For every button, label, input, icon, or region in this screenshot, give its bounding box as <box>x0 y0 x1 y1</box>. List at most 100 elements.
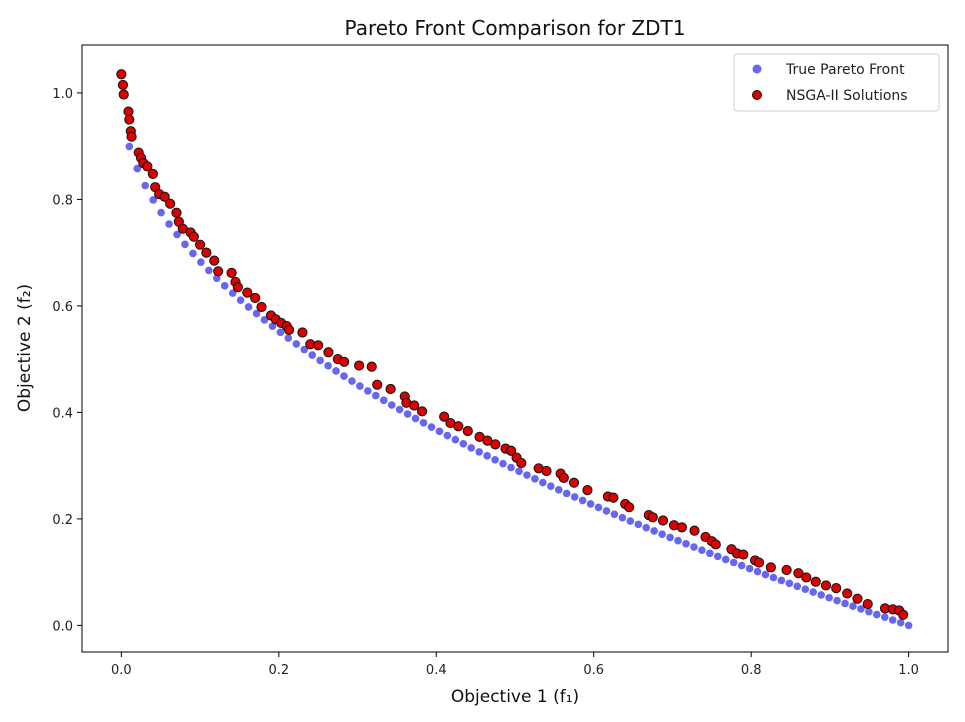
true-front-point <box>125 142 134 151</box>
nsga-solution-point <box>124 114 135 125</box>
true-front-point <box>260 316 269 324</box>
true-front-point <box>364 387 372 395</box>
true-front-point <box>833 596 841 605</box>
nsga-solution-point <box>409 400 420 411</box>
nsga-solution-point <box>624 502 635 513</box>
nsga-solution-point <box>781 564 792 576</box>
nsga-solution-point <box>165 198 176 209</box>
legend-marker-nsga <box>752 90 762 100</box>
true-front-point <box>714 552 722 561</box>
nsga-solution-point <box>689 525 700 536</box>
true-front-point <box>157 208 165 217</box>
true-front-point <box>475 448 483 456</box>
nsga-solution-point <box>710 539 721 550</box>
true-front-point <box>276 328 285 337</box>
true-front-point <box>356 382 364 390</box>
true-front-point <box>801 585 810 593</box>
y-tick-label: 0.2 <box>52 513 73 528</box>
nsga-solution-point <box>852 593 863 604</box>
x-tick-label: 0.8 <box>741 663 762 678</box>
true-front-point <box>395 405 404 414</box>
true-front-point <box>674 536 682 545</box>
true-front-point <box>324 361 332 370</box>
true-front-point <box>761 570 770 579</box>
nsga-solution-point <box>453 421 464 432</box>
true-front-point <box>769 573 778 582</box>
true-front-point <box>244 303 253 311</box>
true-front-point <box>650 527 658 535</box>
nsga-solution-point <box>126 131 137 142</box>
true-front-point <box>531 475 539 483</box>
nsga-solution-point <box>313 340 324 351</box>
true-front-point <box>387 401 396 409</box>
true-front-point <box>849 602 857 611</box>
true-front-point <box>554 486 563 494</box>
true-front-point <box>626 517 635 525</box>
nsga-solution-point <box>372 379 383 390</box>
true-front-point <box>578 496 587 505</box>
nsga-solution-point <box>608 492 619 503</box>
true-front-point <box>228 289 237 297</box>
nsga-solution-point <box>297 327 308 338</box>
true-front-point <box>817 591 825 599</box>
nsga-solution-point <box>118 89 129 100</box>
nsga-solution-point <box>738 549 749 560</box>
true-front-point <box>682 540 690 548</box>
nsga-solution-point <box>558 472 569 483</box>
nsga-solution-point <box>194 239 206 250</box>
true-front-point <box>236 296 245 304</box>
y-tick-label: 0.6 <box>52 300 73 315</box>
nsga-solution-point <box>201 247 212 258</box>
nsga-solution-point <box>366 361 377 372</box>
true-front-point <box>721 555 730 564</box>
true-front-point <box>904 621 913 630</box>
nsga-solution-point <box>582 485 593 496</box>
true-front-point <box>467 444 476 452</box>
nsga-solution-point <box>793 568 804 579</box>
nsga-solution-point <box>516 457 527 469</box>
true-front-point <box>332 367 340 375</box>
true-front-point <box>308 351 316 359</box>
nsga-solution-point <box>354 360 365 371</box>
true-front-point <box>181 240 189 249</box>
nsga-solution-point <box>842 588 853 599</box>
true-front-point <box>451 435 460 444</box>
true-front-point <box>491 455 499 464</box>
nsga-solution-point <box>490 439 501 450</box>
y-tick-label: 0.4 <box>52 406 73 421</box>
nsga-solution-point <box>159 191 170 202</box>
nsga-solution-point <box>657 515 669 526</box>
nsga-solution-point <box>898 609 909 620</box>
plot-area <box>116 69 913 630</box>
nsga-solution-point <box>676 522 688 533</box>
nsga-solution-point <box>765 562 776 573</box>
nsga-solution-point <box>462 425 473 437</box>
true-front-point <box>268 322 277 330</box>
true-front-point <box>745 564 754 573</box>
true-front-point <box>841 599 849 608</box>
true-front-point <box>372 391 380 400</box>
legend-marker-true-front <box>752 64 762 74</box>
nsga-solution-point <box>323 347 334 358</box>
true-front-point <box>658 530 666 539</box>
true-front-point <box>618 513 627 522</box>
true-front-point <box>348 377 356 385</box>
true-front-point <box>547 482 555 490</box>
true-front-point <box>173 230 181 239</box>
y-axis-label: Objective 2 (f₂) <box>15 284 35 412</box>
axis-ticks: 0.0 0.2 0.4 0.6 0.8 1.0 0.0 0.2 0.4 0.6 0.8 1.0 <box>52 87 919 678</box>
axes-frame <box>81 44 949 653</box>
true-front-point <box>379 396 388 405</box>
true-front-point <box>340 372 348 380</box>
true-front-point <box>785 579 794 588</box>
true-front-point <box>300 345 309 354</box>
legend-label-true-front: True Pareto Front <box>785 62 905 78</box>
true-front-point <box>865 607 873 616</box>
true-front-point <box>205 266 213 275</box>
true-front-point <box>698 546 706 554</box>
nsga-solution-point <box>256 301 267 313</box>
true-front-point <box>515 467 523 476</box>
true-front-point <box>459 440 468 448</box>
nsga-solution-point <box>283 324 295 335</box>
true-front-point <box>777 576 786 585</box>
